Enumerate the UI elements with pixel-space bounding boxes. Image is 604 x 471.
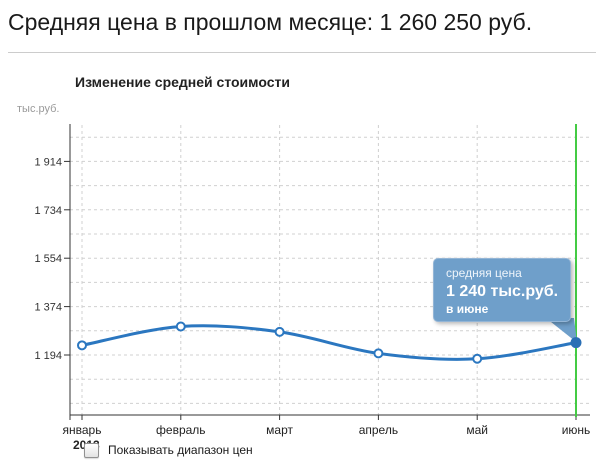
header-divider: [8, 52, 596, 53]
x-axis-label: апрель: [359, 423, 398, 437]
page-title: Средняя цена в прошлом месяце: 1 260 250…: [8, 9, 533, 35]
data-point-marker[interactable]: [175, 321, 186, 332]
tooltip-value: 1 240 тыс.руб.: [446, 283, 559, 300]
y-axis-unit-label: тыс.руб.: [17, 103, 60, 115]
current-data-point[interactable]: [570, 337, 582, 349]
x-axis-label: февраль: [156, 423, 206, 437]
x-axis-label: март: [266, 423, 293, 437]
tooltip-tail: [546, 318, 577, 343]
y-axis-label: 1 554: [34, 253, 62, 265]
data-point-marker[interactable]: [373, 348, 384, 359]
data-point-marker[interactable]: [77, 340, 87, 351]
show-price-range-label[interactable]: Показывать диапазон цен: [108, 443, 253, 457]
x-axis-label: январь: [63, 423, 102, 437]
price-line: [80, 324, 578, 361]
data-point-marker[interactable]: [472, 353, 483, 364]
y-axis-label: 1 194: [34, 350, 62, 362]
tooltip: средняя цена 1 240 тыс.руб. в июне: [433, 258, 571, 322]
chart-title: Изменение средней стоимости: [75, 74, 290, 90]
x-axis-label: июнь: [562, 423, 591, 437]
data-point-marker[interactable]: [274, 326, 285, 337]
tooltip-period: в июне: [446, 302, 489, 316]
show-price-range-checkbox[interactable]: [84, 443, 99, 458]
y-axis-label: 1 914: [34, 156, 62, 168]
y-axis-label: 1 374: [34, 302, 62, 314]
y-axis-label: 1 734: [34, 205, 62, 217]
tooltip-series-name: средняя цена: [446, 266, 522, 280]
x-axis-label: май: [466, 423, 488, 437]
